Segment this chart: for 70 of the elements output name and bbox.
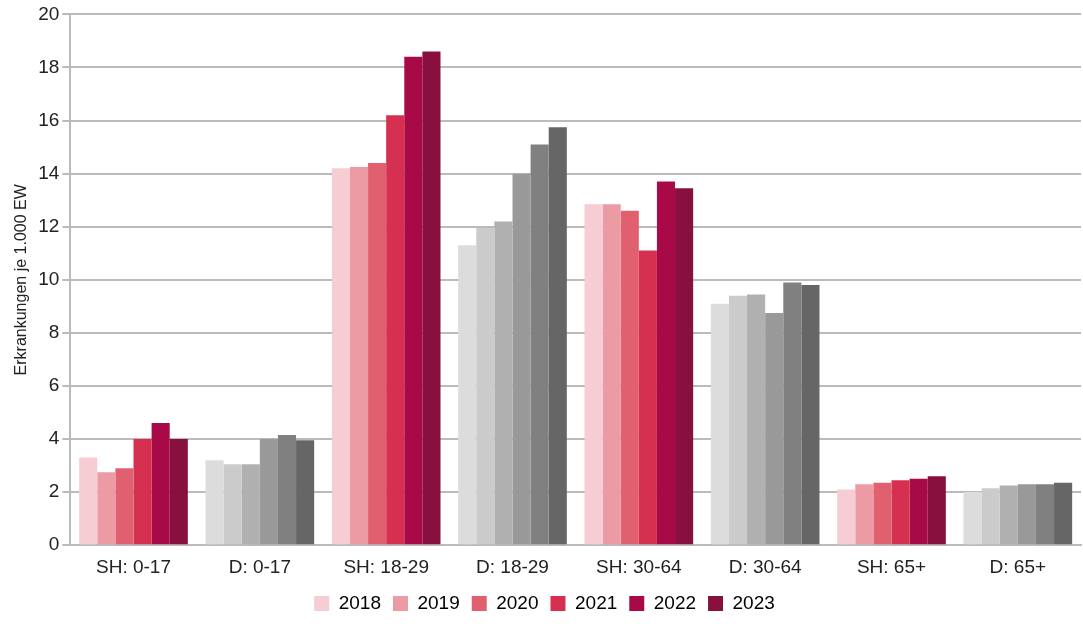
bar xyxy=(909,478,928,545)
bar xyxy=(728,295,748,545)
bar xyxy=(422,51,441,545)
x-tick-label: SH: 65+ xyxy=(856,555,927,577)
x-tick-label: D: 0-17 xyxy=(228,555,291,577)
x-tick-label: D: 65+ xyxy=(989,555,1047,577)
bar xyxy=(1035,484,1055,545)
bar xyxy=(1054,482,1073,545)
y-tick-label: 18 xyxy=(38,55,60,77)
bar xyxy=(169,439,188,545)
bar xyxy=(386,115,405,545)
bar xyxy=(620,210,639,545)
bar xyxy=(548,127,567,545)
bar xyxy=(349,167,369,545)
x-tick-label: SH: 30-64 xyxy=(596,555,683,577)
bar xyxy=(404,56,423,545)
legend-label: 2019 xyxy=(417,591,460,613)
y-tick-label: 12 xyxy=(38,214,60,236)
bar xyxy=(115,468,134,545)
bar xyxy=(476,228,495,545)
bar xyxy=(277,435,297,545)
bar xyxy=(368,163,387,545)
bar xyxy=(891,480,910,545)
bar xyxy=(331,168,350,545)
bar xyxy=(710,303,729,545)
y-tick-label: 14 xyxy=(38,161,60,183)
bar xyxy=(79,457,98,545)
y-tick-label: 20 xyxy=(38,2,60,24)
bar xyxy=(638,250,657,545)
y-tick-label: 8 xyxy=(48,321,60,343)
bar xyxy=(927,476,946,545)
y-tick-label: 2 xyxy=(48,480,60,502)
bar xyxy=(296,440,315,545)
bar xyxy=(584,204,603,545)
legend-label: 2021 xyxy=(575,591,618,613)
legend-label: 2018 xyxy=(338,591,381,613)
legend-label: 2023 xyxy=(732,591,775,613)
bar xyxy=(151,423,170,545)
bar xyxy=(783,282,802,545)
y-tick-label: 0 xyxy=(48,533,60,555)
x-tick-label: SH: 18-29 xyxy=(343,555,429,577)
bar xyxy=(873,482,892,545)
bar xyxy=(981,488,1000,545)
bar xyxy=(602,204,621,545)
bar xyxy=(801,285,820,545)
y-tick-label: 4 xyxy=(48,427,60,449)
bar xyxy=(259,439,278,545)
bar xyxy=(133,439,152,545)
legend-label: 2022 xyxy=(653,591,697,613)
x-tick-label: SH: 0-17 xyxy=(96,555,171,577)
bar xyxy=(530,144,549,545)
y-tick-label: 6 xyxy=(48,374,60,396)
bar xyxy=(1017,484,1036,545)
legend-label: 2020 xyxy=(496,591,539,613)
y-tick-label: 16 xyxy=(38,108,60,130)
bar xyxy=(458,245,477,545)
bar xyxy=(656,181,676,545)
y-tick-label: 10 xyxy=(38,268,60,290)
bar xyxy=(765,312,784,545)
bar xyxy=(223,464,242,545)
x-tick-label: D: 30-64 xyxy=(728,555,803,577)
bar xyxy=(205,460,224,545)
bar xyxy=(855,484,874,545)
bar xyxy=(512,173,531,545)
bar xyxy=(837,489,856,545)
bar xyxy=(675,188,694,545)
y-axis-title: Erkrankungen je 1.000 EW xyxy=(12,183,30,376)
x-tick-label: D: 18-29 xyxy=(476,555,549,577)
bar xyxy=(97,472,116,545)
bar xyxy=(963,492,982,545)
